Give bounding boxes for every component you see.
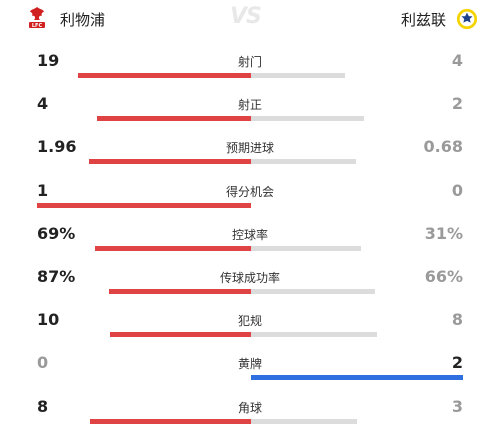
stat-row: 19 射门 4 (0, 51, 500, 94)
stat-row: 1.96 预期进球 0.68 (0, 137, 500, 180)
away-stat-value: 66% (424, 267, 463, 286)
stat-label: 犯规 (237, 314, 262, 329)
home-stat-value: 1 (37, 180, 49, 200)
home-stat-bar (37, 202, 251, 208)
away-stat-bar (251, 332, 377, 338)
away-team[interactable]: 利兹联 (401, 6, 478, 32)
away-stat-bar (251, 289, 375, 294)
home-stat-value: 69% (37, 223, 76, 243)
stat-row: 69% 控球率 31% (0, 224, 500, 267)
stat-label: 控球率 (231, 227, 268, 242)
home-stat-value: 10 (37, 310, 60, 330)
away-stat-value: 4 (451, 51, 463, 70)
away-stat-bar (251, 116, 364, 122)
home-stat-value: 19 (37, 51, 60, 70)
vs-label: VS (230, 4, 262, 29)
match-header: LFC 利物浦 VS 利兹联 (0, 0, 500, 40)
stat-label: 预期进球 (225, 141, 274, 156)
stat-row: 10 犯规 8 (0, 310, 500, 353)
home-stat-value: 4 (37, 94, 49, 114)
leeds-crest-icon (456, 8, 478, 30)
home-stat-bar (89, 159, 251, 165)
away-stat-bar (251, 418, 357, 424)
liverpool-crest-icon: LFC (29, 7, 45, 29)
home-stat-bar (95, 245, 251, 251)
home-stat-value: 1.96 (37, 137, 77, 157)
stat-label: 射门 (237, 55, 262, 69)
svg-text:LFC: LFC (32, 23, 43, 29)
away-stat-value: 2 (451, 353, 463, 373)
home-team[interactable]: LFC 利物浦 (26, 6, 105, 32)
home-team-name: 利物浦 (60, 10, 106, 29)
away-stat-value: 0.68 (423, 137, 463, 157)
home-stat-bar (97, 116, 251, 122)
home-stat-value: 8 (37, 396, 49, 416)
away-stat-bar (251, 375, 463, 381)
stat-row: 8 角球 3 (0, 397, 500, 440)
stat-row: 1 得分机会 0 (0, 181, 500, 224)
stat-row: 0 黄牌 2 (0, 353, 500, 396)
away-stat-value: 2 (451, 94, 463, 114)
stat-label: 传球成功率 (219, 271, 280, 285)
stat-label: 得分机会 (225, 184, 274, 199)
stat-label: 角球 (237, 400, 262, 415)
away-stat-bar (251, 73, 345, 78)
home-stat-value: 0 (37, 353, 49, 373)
away-stat-bar (251, 159, 356, 165)
away-stat-value: 31% (424, 223, 463, 243)
stat-row: 87% 传球成功率 66% (0, 267, 500, 310)
home-stat-bar (110, 332, 251, 338)
stat-row: 4 射正 2 (0, 94, 500, 137)
home-stat-bar (109, 289, 251, 294)
stat-label: 黄牌 (237, 357, 262, 372)
away-team-name: 利兹联 (400, 10, 446, 29)
stat-label: 射正 (237, 98, 262, 113)
away-stat-value: 3 (451, 396, 463, 416)
away-stat-value: 0 (451, 180, 463, 200)
home-stat-bar (90, 418, 251, 424)
away-stat-bar (251, 245, 361, 251)
home-stat-value: 87% (37, 267, 76, 286)
away-stat-value: 8 (451, 310, 463, 330)
home-stat-bar (78, 73, 251, 78)
